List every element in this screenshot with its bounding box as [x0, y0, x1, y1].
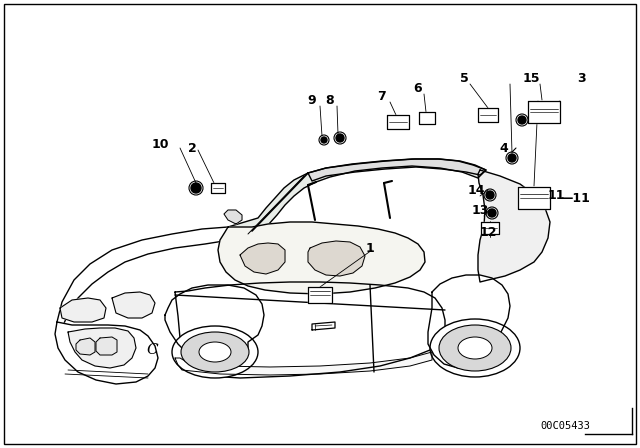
Circle shape [488, 209, 496, 217]
Text: 9: 9 [308, 94, 316, 107]
Text: 13: 13 [471, 203, 489, 216]
Text: 14: 14 [467, 184, 484, 197]
Text: 4: 4 [500, 142, 508, 155]
Ellipse shape [199, 342, 231, 362]
Polygon shape [308, 287, 332, 303]
Polygon shape [165, 285, 264, 362]
Polygon shape [387, 115, 409, 129]
Text: 2: 2 [188, 142, 196, 155]
Ellipse shape [181, 332, 249, 372]
Ellipse shape [172, 326, 258, 378]
Polygon shape [228, 159, 486, 232]
Polygon shape [518, 187, 550, 209]
Text: 7: 7 [378, 90, 387, 103]
Polygon shape [175, 282, 445, 378]
Polygon shape [76, 338, 95, 355]
Circle shape [191, 183, 201, 193]
Polygon shape [96, 337, 117, 355]
Text: 8: 8 [326, 94, 334, 107]
Polygon shape [211, 183, 225, 193]
Circle shape [486, 191, 494, 199]
Polygon shape [308, 241, 365, 276]
Text: 3: 3 [578, 72, 586, 85]
Polygon shape [312, 322, 335, 330]
Polygon shape [55, 322, 158, 384]
Text: C: C [146, 343, 158, 357]
Polygon shape [478, 108, 498, 122]
Polygon shape [419, 112, 435, 124]
Polygon shape [428, 275, 510, 368]
Ellipse shape [430, 319, 520, 377]
Circle shape [336, 134, 344, 142]
Polygon shape [112, 292, 155, 318]
Text: 12: 12 [479, 225, 497, 238]
Polygon shape [57, 227, 252, 328]
Circle shape [518, 116, 526, 124]
Text: 5: 5 [460, 72, 468, 85]
Text: 6: 6 [413, 82, 422, 95]
Polygon shape [240, 243, 285, 274]
Polygon shape [218, 222, 425, 294]
Polygon shape [60, 298, 106, 322]
Text: 11: 11 [547, 189, 564, 202]
Ellipse shape [458, 337, 492, 359]
Polygon shape [68, 328, 136, 368]
Text: 1: 1 [365, 241, 374, 254]
Circle shape [321, 137, 327, 143]
Polygon shape [308, 159, 486, 181]
Polygon shape [175, 352, 432, 375]
Text: —11: —11 [560, 191, 590, 204]
Polygon shape [528, 101, 560, 123]
Text: 15: 15 [522, 72, 540, 85]
Ellipse shape [439, 325, 511, 371]
Text: 10: 10 [151, 138, 169, 151]
Text: 00C05433: 00C05433 [540, 421, 590, 431]
Polygon shape [224, 210, 242, 224]
Polygon shape [481, 222, 499, 234]
Circle shape [508, 154, 516, 162]
Polygon shape [478, 170, 550, 282]
